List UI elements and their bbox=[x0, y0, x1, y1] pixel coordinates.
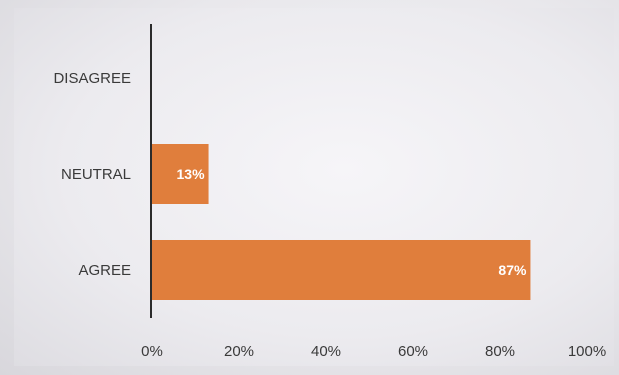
x-tick-label: 20% bbox=[224, 343, 254, 360]
x-tick-label: 0% bbox=[141, 343, 163, 360]
category-label-agree: AGREE bbox=[78, 262, 131, 279]
data-labels: 13% 87% bbox=[177, 166, 527, 278]
bar-neutral bbox=[152, 144, 209, 204]
bars-group bbox=[152, 144, 531, 300]
data-label-neutral: 13% bbox=[177, 166, 206, 182]
x-tick-label: 80% bbox=[485, 343, 515, 360]
x-tick-label: 40% bbox=[311, 343, 341, 360]
x-tick-label: 100% bbox=[568, 343, 606, 360]
data-label-agree: 87% bbox=[498, 262, 527, 278]
x-tick-label: 60% bbox=[398, 343, 428, 360]
category-labels: DISAGREE NEUTRAL AGREE bbox=[53, 70, 131, 279]
category-label-disagree: DISAGREE bbox=[53, 70, 131, 87]
bar-agree bbox=[152, 240, 531, 300]
category-label-neutral: NEUTRAL bbox=[61, 166, 131, 183]
x-tick-labels: 0% 20% 40% 60% 80% 100% bbox=[141, 343, 606, 360]
chart-panel bbox=[14, 8, 614, 366]
